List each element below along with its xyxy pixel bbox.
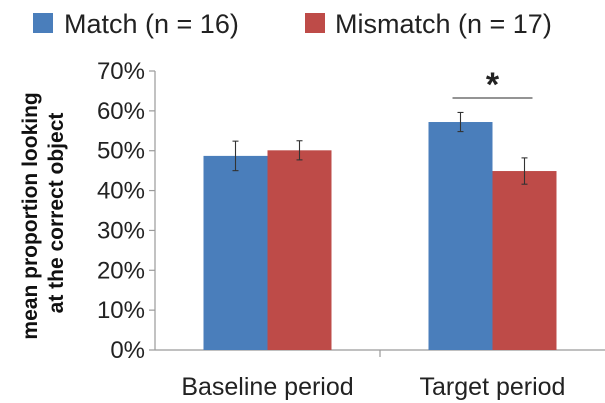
bars bbox=[203, 122, 557, 350]
y-tick-label: 60% bbox=[97, 98, 145, 125]
y-tick-label: 10% bbox=[97, 297, 145, 324]
y-tick-label: 0% bbox=[110, 337, 145, 364]
bar-match bbox=[428, 122, 493, 350]
y-tick-label: 20% bbox=[97, 257, 145, 284]
y-ticks: 0% 10% 20% 30% 40% 50% 60% 70% bbox=[97, 58, 155, 364]
legend-swatch-mismatch bbox=[305, 13, 325, 33]
error-bars bbox=[232, 111, 528, 185]
x-tick-label: Baseline period bbox=[181, 373, 353, 401]
y-tick-label: 40% bbox=[97, 178, 145, 205]
legend-label-match: Match (n = 16) bbox=[64, 9, 239, 39]
y-tick-label: 30% bbox=[97, 217, 145, 244]
y-axis-label-line-2: at the correct object bbox=[45, 113, 68, 314]
annotations: * bbox=[452, 66, 533, 104]
y-axis-label: mean proportion looking at the correct o… bbox=[19, 86, 68, 339]
legend-swatch-match bbox=[33, 13, 53, 33]
significance-star: * bbox=[486, 66, 500, 104]
x-tick-label: Target period bbox=[420, 373, 566, 401]
x-tick-labels: Baseline period Target period bbox=[181, 373, 565, 401]
bar-mismatch bbox=[267, 150, 332, 350]
y-tick-label: 50% bbox=[97, 138, 145, 165]
y-tick-label: 70% bbox=[97, 58, 145, 85]
legend-label-mismatch: Mismatch (n = 17) bbox=[335, 9, 552, 39]
bar-match bbox=[203, 155, 268, 350]
bar-mismatch bbox=[492, 171, 557, 350]
legend: Match (n = 16) Mismatch (n = 17) bbox=[33, 9, 552, 39]
y-axis-label-line-1: mean proportion looking bbox=[19, 92, 42, 339]
